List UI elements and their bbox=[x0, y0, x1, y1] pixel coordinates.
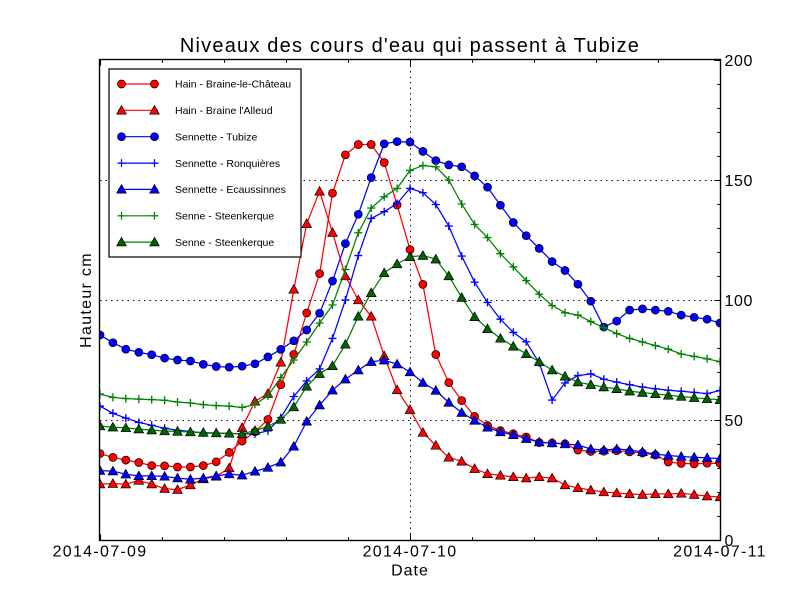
svg-text:2014-07-10: 2014-07-10 bbox=[363, 544, 458, 561]
svg-text:Hain - Braine-le-Château: Hain - Braine-le-Château bbox=[175, 79, 291, 91]
svg-text:2014-07-11: 2014-07-11 bbox=[673, 544, 767, 561]
svg-text:Date: Date bbox=[391, 562, 429, 579]
svg-text:150: 150 bbox=[725, 173, 754, 190]
svg-text:0: 0 bbox=[725, 533, 735, 550]
svg-text:Niveaux des cours d'eau qui pa: Niveaux des cours d'eau qui passent à Tu… bbox=[180, 35, 640, 57]
svg-text:200: 200 bbox=[725, 53, 754, 70]
svg-text:Sennette - Ecaussinnes: Sennette - Ecaussinnes bbox=[175, 184, 286, 196]
svg-text:Senne - Steenkerque: Senne - Steenkerque bbox=[175, 237, 274, 249]
svg-text:50: 50 bbox=[725, 413, 744, 430]
svg-text:Sennette - Ronquières: Sennette - Ronquières bbox=[175, 158, 280, 170]
svg-text:Sennette - Tubize: Sennette - Tubize bbox=[175, 131, 257, 143]
svg-text:Hauteur cm: Hauteur cm bbox=[78, 252, 95, 348]
svg-text:Senne - Steenkerque: Senne - Steenkerque bbox=[175, 210, 274, 222]
svg-text:2014-07-09: 2014-07-09 bbox=[53, 544, 148, 561]
svg-text:100: 100 bbox=[725, 293, 754, 310]
svg-text:Hain - Braine l'Alleud: Hain - Braine l'Alleud bbox=[175, 105, 273, 117]
